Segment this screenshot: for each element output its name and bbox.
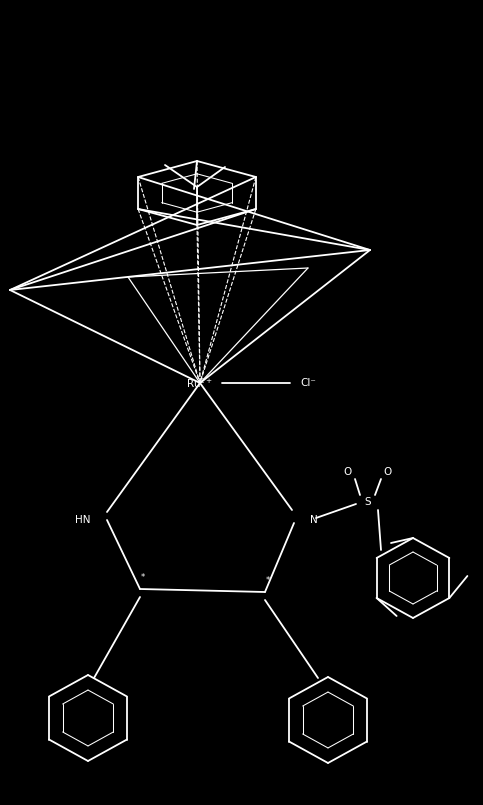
Text: Cl⁻: Cl⁻: [300, 378, 316, 388]
Text: N: N: [310, 515, 318, 525]
Text: *: *: [141, 572, 145, 581]
Text: O: O: [384, 467, 392, 477]
Text: *: *: [266, 576, 270, 584]
Text: S: S: [365, 497, 371, 507]
Text: Ru$^{2+}$: Ru$^{2+}$: [186, 376, 213, 390]
Text: O: O: [344, 467, 352, 477]
Text: HN: HN: [74, 515, 90, 525]
